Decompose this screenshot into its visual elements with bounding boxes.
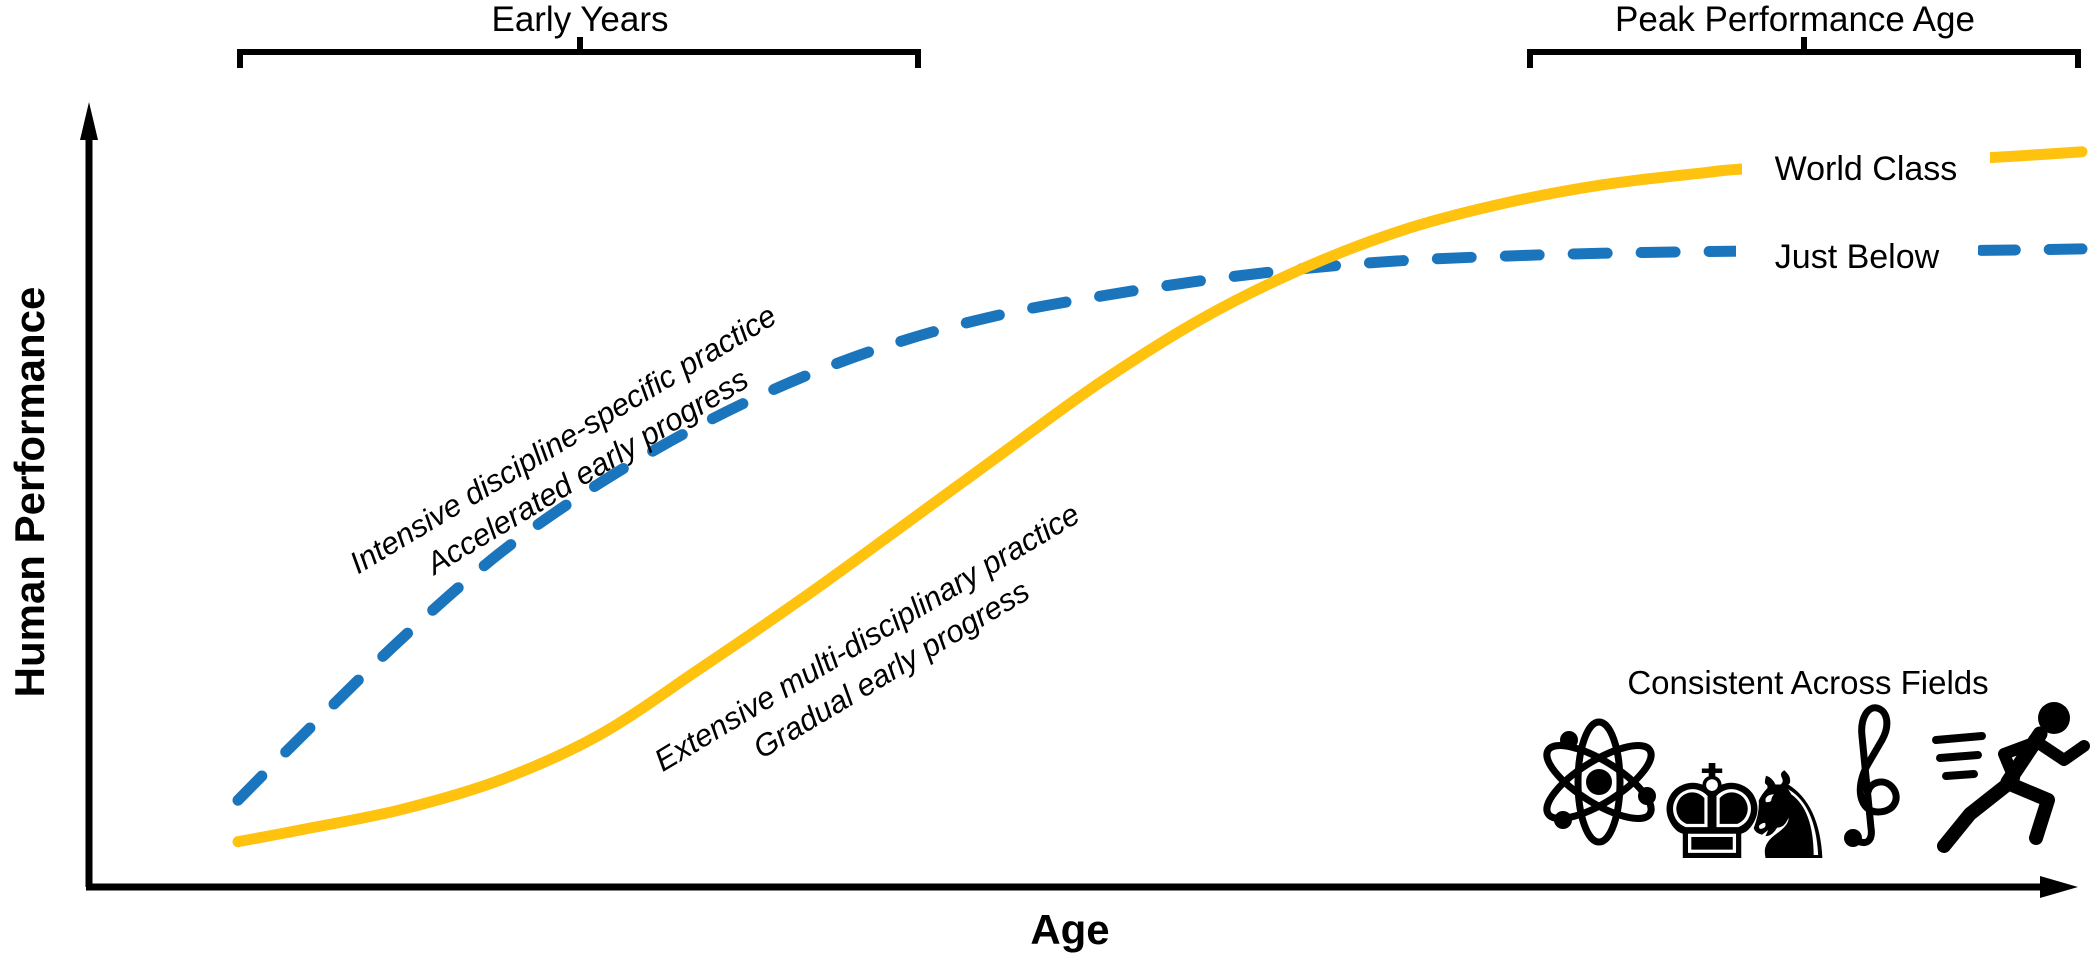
world-class-curve bbox=[232, 146, 2088, 848]
just-below-curve bbox=[232, 243, 2088, 806]
chess-knight-icon: ♞ bbox=[1734, 748, 1842, 887]
y-axis-arrowhead-icon bbox=[80, 102, 98, 140]
speed-line bbox=[1942, 770, 1978, 780]
early-years-label: Early Years bbox=[491, 0, 668, 39]
early-years-bracket bbox=[237, 37, 921, 68]
world-class-annotation-line1: Extensive multi-disciplinary practice bbox=[648, 496, 1085, 778]
peak-performance-age-label: Peak Performance Age bbox=[1615, 0, 1975, 39]
speed-line bbox=[1936, 751, 1982, 762]
just-below-annotation-line1: Intensive discipline-specific practice bbox=[343, 298, 782, 581]
peak-performance-age-bracket bbox=[1527, 37, 2081, 68]
y-axis-label: Human Performance bbox=[6, 287, 53, 698]
just-below-label-gap bbox=[1736, 212, 1978, 290]
world-class-label: World Class bbox=[1775, 150, 1958, 188]
just-below-annotation: Intensive discipline-specific practice A… bbox=[343, 293, 810, 615]
atom-icon bbox=[1543, 718, 1656, 846]
just-below-label: Just Below bbox=[1775, 238, 1940, 276]
just-below-annotation-line2: Accelerated early progress bbox=[418, 361, 754, 582]
speed-line bbox=[1932, 732, 1986, 744]
world-class-label-gap bbox=[1742, 124, 1990, 206]
treble-clef-icon bbox=[1844, 704, 1900, 847]
consistent-across-fields-label: Consistent Across Fields bbox=[1627, 664, 1988, 701]
sprinter-icon bbox=[1932, 702, 2090, 853]
x-axis-label: Age bbox=[1030, 906, 1109, 953]
x-axis-arrowhead-icon bbox=[2040, 876, 2078, 898]
chess-king-icon: ♚ bbox=[1654, 737, 1771, 889]
